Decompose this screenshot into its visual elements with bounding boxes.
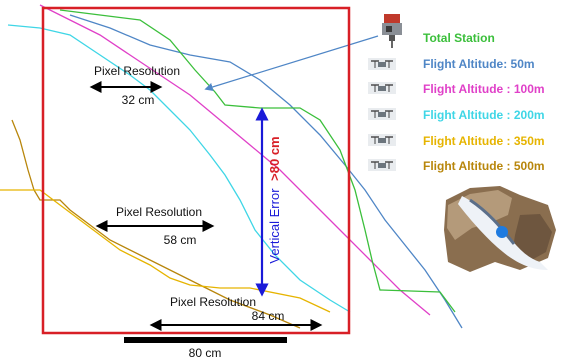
profile-line-350m (0, 189, 331, 313)
profile-line-50m (69, 14, 463, 329)
pixel-resolution-1-title: Pixel Resolution (94, 64, 180, 78)
vertical-error-text: Vertical Error >80 cm (267, 136, 282, 263)
legend-label-alt-500: Flight Altitude : 500m (423, 159, 545, 173)
drone-icon (368, 58, 396, 70)
pixel-resolution-1-value: 32 cm (122, 93, 155, 107)
legend-label-alt-200: Flight Altitude : 200m (423, 108, 545, 122)
terrain-photo-icon (444, 186, 556, 272)
legend-label-alt-350: Flight Altitude : 350m (423, 134, 545, 148)
drone-icon (368, 82, 396, 94)
total-station-icon (382, 14, 402, 48)
legend-label-total-station: Total Station (423, 31, 495, 45)
scale-bar-label: 80 cm (189, 346, 222, 360)
profile-line-200m (7, 24, 351, 313)
drone-icon (368, 159, 396, 171)
pixel-resolution-2-value: 58 cm (164, 233, 197, 247)
location-marker-icon (496, 226, 508, 238)
pixel-resolution-3-title: Pixel Resolution (170, 295, 256, 309)
legend: Total Station Flight Altitude: 50m Fligh… (368, 14, 545, 173)
vertical-error-value: >80 cm (267, 136, 282, 180)
profile-line-100m (39, 4, 431, 316)
drone-icon (368, 134, 396, 146)
profile-line-500m (11, 119, 301, 329)
pixel-resolution-3-value: 84 cm (252, 309, 285, 323)
vertical-error-label: Vertical Error (267, 188, 282, 264)
drone-icon (368, 108, 396, 120)
analysis-frame (41, 6, 351, 335)
legend-label-alt-50: Flight Altitude: 50m (423, 57, 535, 71)
legend-label-alt-100: Flight Altitude : 100m (423, 82, 545, 96)
profile-line-total-station (59, 9, 456, 313)
scale-bar (124, 337, 287, 343)
pixel-resolution-2-title: Pixel Resolution (116, 205, 202, 219)
